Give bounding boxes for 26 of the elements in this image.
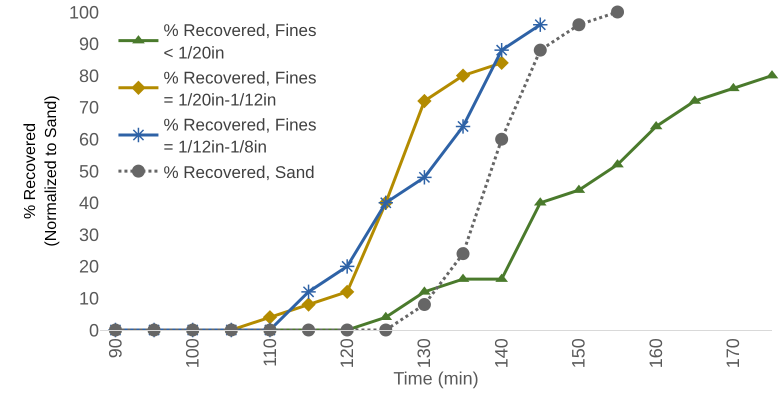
legend-label: % Recovered, Fines = 1/12in-1/8in — [163, 116, 317, 157]
legend-label: % Recovered, Sand — [163, 162, 315, 182]
x-tick-label: 160 — [646, 338, 666, 368]
x-tick-label: 150 — [568, 338, 589, 368]
x-tick-label: 170 — [723, 338, 744, 368]
y-tick-label: 40 — [78, 193, 99, 214]
x-tick-label: 90 — [105, 338, 126, 358]
y-tick-label: 60 — [78, 130, 99, 150]
legend-label: % Recovered, Fines = 1/20in-1/12in — [163, 68, 317, 110]
y-tick-label: 50 — [78, 161, 99, 182]
x-tick-label: 140 — [492, 338, 512, 368]
y-axis-title: % Recovered (Normalized to Sand) — [22, 95, 60, 247]
legend-label: % Recovered, Fines < 1/20in — [163, 21, 317, 62]
y-tick-label: 0 — [88, 320, 99, 340]
x-tick-label: 120 — [337, 338, 358, 368]
x-tick-label: 130 — [414, 338, 434, 368]
x-axis-title: Time (min) — [393, 368, 479, 388]
y-tick-label: 70 — [78, 98, 99, 118]
x-tick-label: 110 — [260, 338, 280, 367]
y-tick-label: 80 — [78, 66, 99, 86]
y-tick-label: 100 — [68, 2, 99, 22]
x-tick-label: 100 — [182, 338, 203, 368]
y-tick-label: 10 — [78, 288, 99, 308]
y-tick-label: 20 — [78, 256, 99, 277]
y-tick-label: 90 — [78, 34, 99, 54]
y-tick-label: 30 — [78, 224, 99, 245]
